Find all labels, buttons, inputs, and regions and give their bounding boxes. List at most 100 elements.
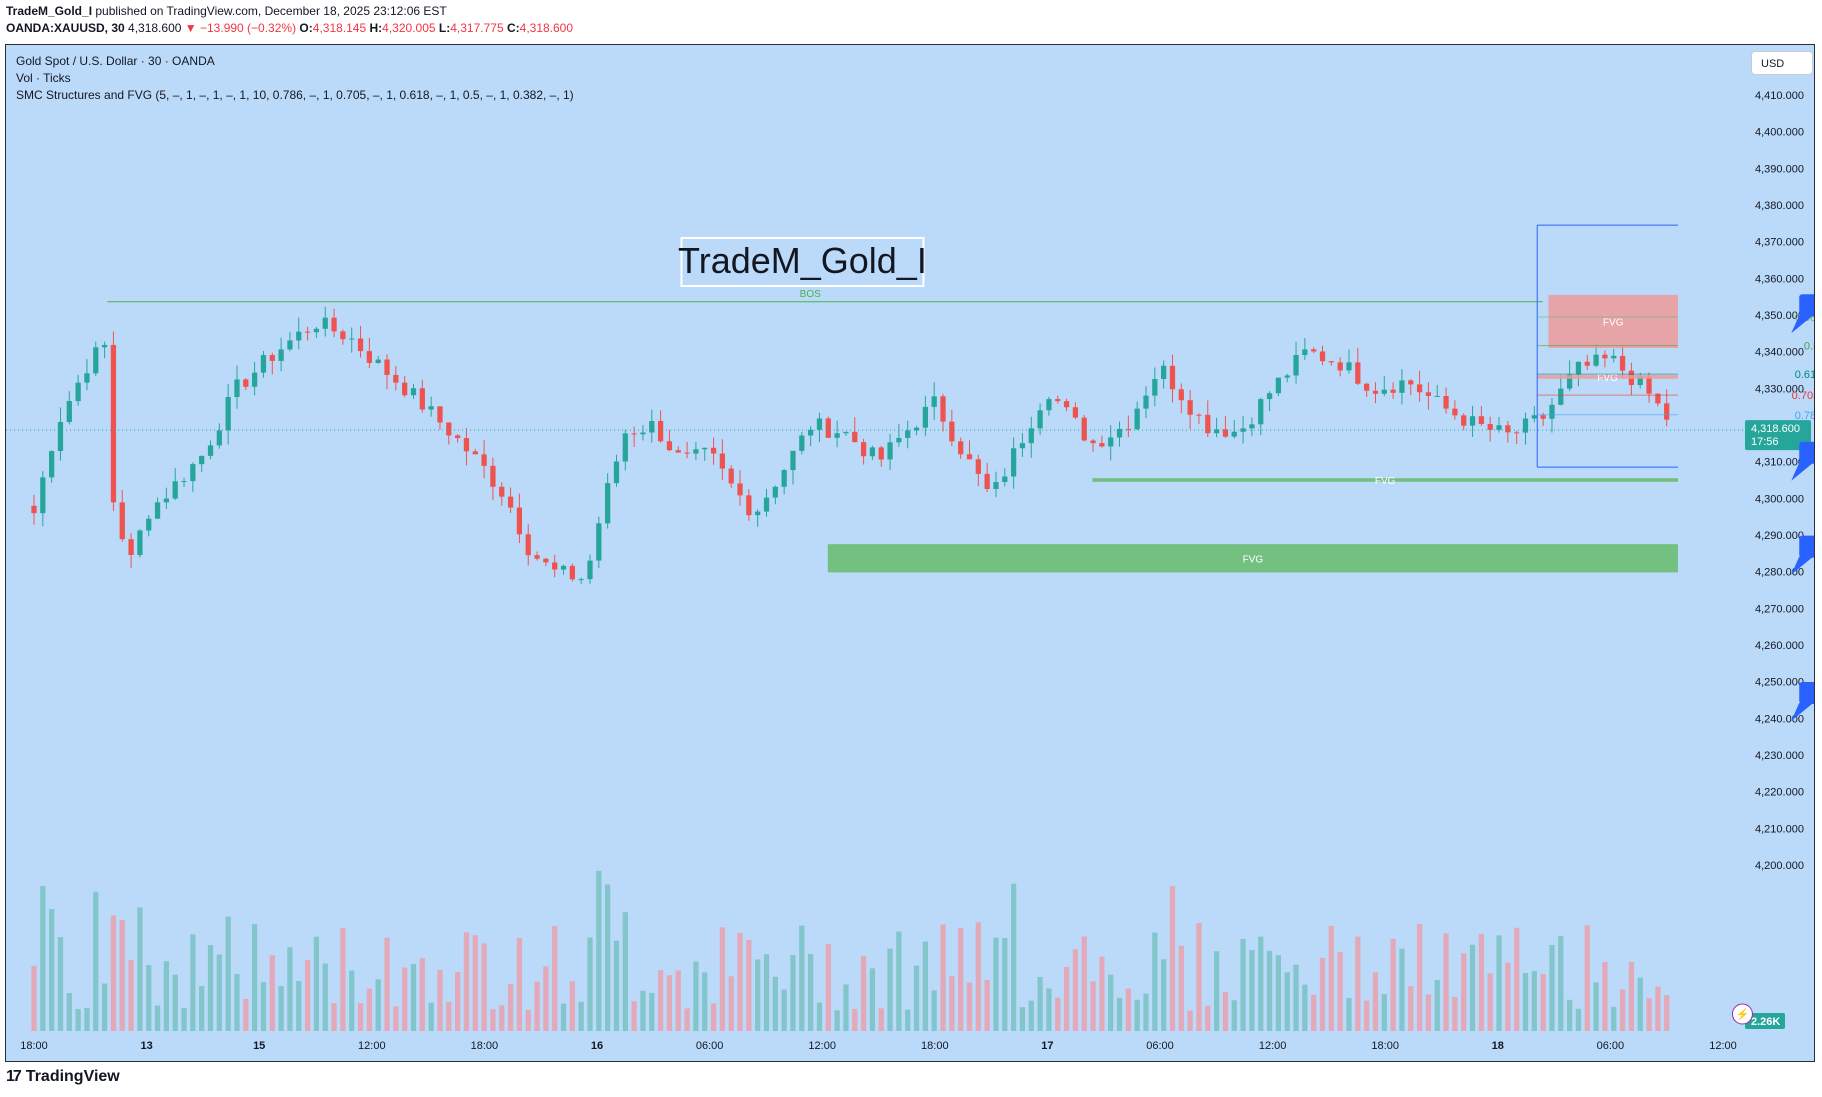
target-callout: [1799, 294, 1814, 317]
volume-bar: [1381, 994, 1387, 1031]
volume-bar: [852, 1008, 858, 1031]
candle-body: [1055, 399, 1061, 402]
volume-bar: [1311, 994, 1317, 1031]
fvg-zone: [1092, 478, 1678, 482]
publish-text: published on TradingView.com, December 1…: [95, 4, 447, 18]
volume-bar: [772, 976, 778, 1031]
candle-body: [1302, 349, 1308, 356]
volume-bar: [1028, 1000, 1034, 1031]
y-tick-label: 4,250.000: [1755, 677, 1804, 689]
volume-bar: [869, 968, 876, 1031]
volume-bar: [710, 1003, 717, 1031]
candle-body: [340, 331, 346, 340]
y-tick-label: 4,410.000: [1755, 90, 1804, 102]
chart-legend: Gold Spot / U.S. Dollar · 30 · OANDA Vol…: [16, 53, 574, 104]
candle-body: [49, 451, 55, 478]
volume-bar: [172, 974, 178, 1031]
high-value: 4,320.005: [382, 21, 436, 35]
candle-body: [702, 447, 708, 450]
y-tick-label: 4,200.000: [1755, 860, 1804, 872]
callout-pointer: [1791, 315, 1814, 334]
candle-body: [375, 359, 381, 363]
target-callout-label: 4,245.285: [1814, 688, 1815, 703]
candle-body: [101, 344, 108, 348]
bos-label: BOS: [800, 289, 821, 300]
fib-level-label: 0.5(4341.6625): [1804, 341, 1815, 353]
volume-bar: [525, 1009, 531, 1031]
volume-bar: [1266, 950, 1273, 1031]
x-tick-label: 06:00: [1597, 1040, 1625, 1052]
volume-bar: [587, 937, 593, 1031]
candle-body: [1037, 410, 1043, 429]
candle-body: [1090, 440, 1096, 444]
x-tick-label: 18:00: [471, 1040, 499, 1052]
volume-bar: [1222, 991, 1229, 1031]
close-value: 4,318.600: [519, 21, 574, 35]
tradingview-icon: 17: [6, 1068, 22, 1085]
candle-body: [1346, 362, 1352, 371]
volume-bar: [1558, 936, 1564, 1031]
candle-body: [1178, 389, 1184, 401]
volume-bar: [534, 981, 540, 1031]
volume-bar: [1037, 976, 1043, 1031]
candle-body: [1002, 476, 1008, 483]
fvg-label: FVG: [1243, 554, 1264, 565]
candle-body: [1611, 355, 1617, 359]
y-tick-label: 4,390.000: [1755, 163, 1804, 175]
volume-bar: [913, 965, 920, 1031]
volume-bar: [1152, 932, 1158, 1031]
candle-body: [1081, 417, 1087, 441]
candle-body: [763, 497, 770, 512]
candle-body: [163, 498, 170, 503]
candle-body: [393, 374, 399, 383]
fvg-zone: [1548, 294, 1678, 348]
volume-bar: [552, 926, 558, 1031]
volume-bar: [560, 1003, 567, 1031]
volume-bar: [93, 891, 99, 1031]
lightning-icon[interactable]: [1731, 1003, 1753, 1025]
candle-body: [1099, 443, 1105, 447]
candle-body: [1461, 415, 1467, 426]
volume-bar: [199, 985, 205, 1031]
volume-bar: [1628, 962, 1635, 1031]
candle-body: [922, 406, 928, 428]
candle-body: [684, 452, 690, 454]
x-tick-label: 15: [253, 1040, 265, 1052]
candle-body: [1434, 395, 1440, 397]
candle-body: [110, 344, 117, 503]
candle-body: [1028, 428, 1034, 444]
fib-level-label: 0.618(4333.87627): [1795, 369, 1815, 381]
candle-body: [1319, 351, 1326, 362]
fvg-label: FVG: [1603, 317, 1624, 328]
candle-body: [737, 483, 743, 496]
y-tick-label: 4,340.000: [1755, 347, 1804, 359]
high-label: H:: [369, 21, 383, 35]
volume-bar: [1019, 1007, 1026, 1031]
currency-button[interactable]: USD: [1751, 51, 1813, 75]
price-chart[interactable]: 4,200.000 4,210.000 4,220.000 4,230.000 4,24…: [6, 45, 1815, 1062]
volume-bar: [993, 937, 999, 1031]
candle-body: [966, 454, 973, 460]
candle-body: [913, 427, 920, 431]
candle-body: [1266, 393, 1273, 400]
volume-bar: [75, 1009, 81, 1031]
candle-body: [1390, 389, 1396, 393]
candle-body: [419, 388, 425, 410]
chart-pane[interactable]: 4,200.000 4,210.000 4,220.000 4,230.000 4,24…: [5, 44, 1815, 1062]
y-tick-label: 4,330.000: [1755, 383, 1804, 395]
candle-body: [958, 441, 964, 455]
candle-body: [1169, 365, 1176, 390]
volume-bar: [1487, 973, 1493, 1031]
volume-bar: [375, 979, 381, 1031]
candle-body: [878, 447, 884, 460]
candle-body: [993, 482, 999, 489]
candle-body: [1063, 401, 1070, 408]
volume-bar: [1549, 944, 1555, 1031]
volume-bar: [684, 1008, 690, 1031]
price-label-value: 4,318.600: [1751, 423, 1800, 435]
volume-bar: [640, 990, 646, 1031]
volume-bar: [216, 954, 222, 1031]
volume-bar: [234, 973, 240, 1031]
volume-bar: [984, 979, 990, 1031]
volume-bar: [1046, 988, 1052, 1031]
